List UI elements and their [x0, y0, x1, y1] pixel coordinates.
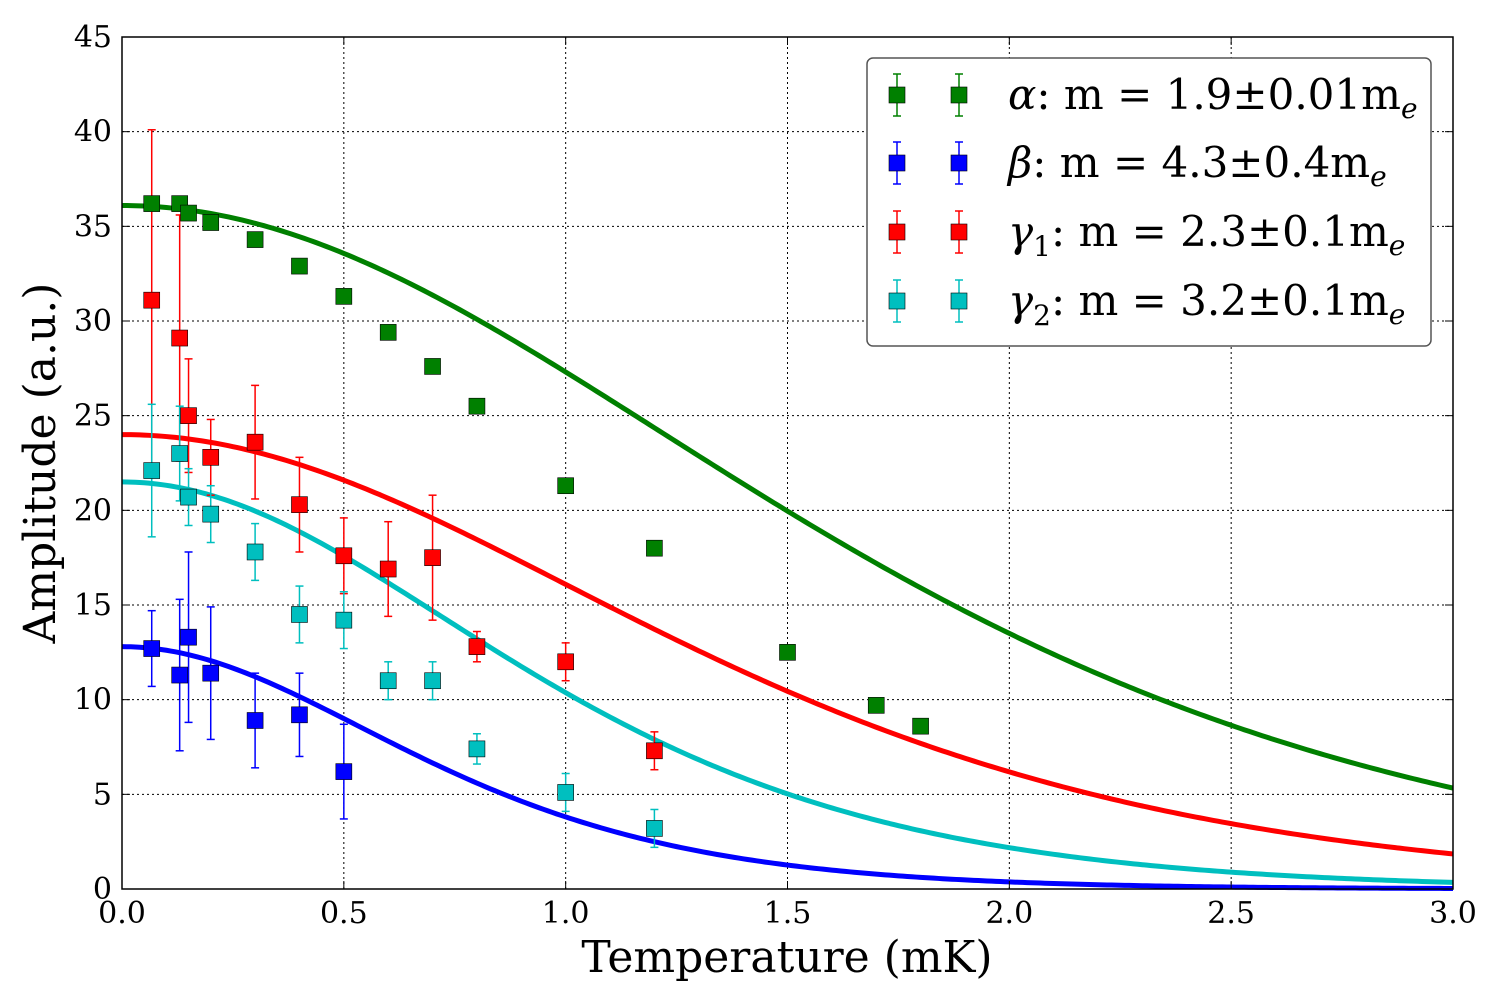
fit-curve-gamma1 [121, 432, 1454, 857]
data-point-gamma1 [171, 329, 188, 347]
data-point-alpha [379, 324, 397, 341]
data-point-gamma1 [424, 549, 441, 566]
y-tick-label: 5 [93, 777, 112, 812]
y-tick-label: 20 [74, 493, 112, 528]
data-point-alpha [335, 288, 353, 305]
data-markers [143, 195, 929, 837]
legend-marker-beta [888, 154, 906, 172]
data-point-alpha [867, 697, 885, 714]
y-tick-label: 40 [74, 115, 112, 150]
legend-label-gamma2: γ2: m = 3.2±0.1me [1008, 276, 1405, 332]
data-point-gamma2 [171, 445, 188, 462]
data-point-gamma2 [143, 462, 161, 479]
x-axis-label: Temperature (mK) [581, 932, 992, 983]
legend-marker-gamma1 [888, 223, 906, 241]
data-point-alpha [779, 644, 796, 661]
data-point-gamma2 [180, 488, 197, 506]
legend-marker-gamma2 [950, 292, 968, 310]
y-tick-label: 10 [74, 683, 112, 718]
legend-marker-alpha [950, 86, 968, 104]
data-point-gamma1 [202, 449, 220, 466]
data-point-beta [180, 628, 197, 646]
y-tick-label: 30 [74, 304, 112, 339]
data-point-alpha [468, 397, 486, 415]
x-tick-label: 2.0 [985, 896, 1033, 931]
x-tick-label: 1.5 [764, 896, 812, 931]
data-point-gamma1 [646, 742, 663, 760]
legend-box [866, 57, 1432, 347]
data-point-gamma1 [468, 638, 486, 655]
data-point-gamma2 [468, 740, 486, 758]
data-point-alpha [246, 231, 264, 248]
x-tick-label: 1.0 [542, 896, 590, 931]
axis-ticks: 0.0 0.5 1.0 1.5 2.0 2.5 3.0 0 5 10 15 20 25 30 35 40 45 [74, 20, 1477, 931]
data-point-gamma1 [379, 560, 397, 578]
data-point-gamma2 [335, 611, 353, 629]
data-point-beta [335, 763, 353, 780]
data-point-gamma2 [379, 672, 397, 690]
data-point-beta [291, 706, 308, 724]
data-point-gamma1 [246, 433, 264, 451]
x-tick-label: 0.5 [320, 896, 368, 931]
y-tick-label: 15 [74, 588, 112, 623]
x-tick-label: 0.0 [98, 896, 146, 931]
legend-label-gamma1: γ1: m = 2.3±0.1me [1008, 207, 1405, 263]
legend-marker-beta [950, 154, 968, 172]
data-point-beta [143, 640, 161, 657]
data-point-gamma2 [202, 505, 220, 523]
legend-label-beta: β: m = 4.3±0.4me [1006, 138, 1387, 193]
data-point-gamma1 [180, 407, 197, 424]
data-point-gamma1 [143, 291, 161, 309]
data-point-alpha [143, 195, 161, 212]
y-tick-label: 25 [74, 399, 112, 434]
data-point-gamma2 [246, 543, 264, 561]
data-point-gamma2 [424, 672, 441, 690]
data-point-gamma2 [291, 606, 308, 623]
data-point-beta [246, 712, 264, 729]
data-point-gamma1 [335, 547, 353, 565]
legend-marker-alpha [888, 86, 906, 104]
data-point-alpha [202, 214, 220, 231]
fit-curve-alpha [121, 203, 1454, 791]
legend-label-alpha: α: m = 1.9±0.01me [1008, 70, 1418, 125]
data-point-alpha [424, 358, 441, 375]
y-tick-label: 0 [93, 872, 112, 907]
data-point-beta [202, 664, 220, 682]
legend: α: m = 1.9±0.01me β: m = 4.3±0.4me γ1: m =… [866, 57, 1432, 347]
data-point-alpha [912, 717, 929, 735]
y-tick-label: 35 [74, 209, 112, 244]
y-axis-label: Amplitude (a.u.) [15, 283, 66, 645]
data-point-alpha [291, 257, 308, 275]
legend-marker-gamma2 [888, 292, 906, 310]
error-bars [147, 129, 925, 849]
x-tick-label: 3.0 [1429, 896, 1477, 931]
data-point-alpha [180, 204, 197, 222]
data-point-alpha [557, 477, 574, 495]
data-point-gamma2 [557, 784, 574, 801]
data-point-beta [171, 666, 188, 684]
data-point-gamma2 [646, 820, 663, 837]
y-tick-label: 45 [74, 20, 112, 55]
data-point-gamma1 [557, 653, 574, 671]
data-point-gamma1 [291, 496, 308, 513]
data-point-alpha [646, 539, 663, 557]
legend-marker-gamma1 [950, 223, 968, 241]
x-tick-label: 2.5 [1207, 896, 1255, 931]
